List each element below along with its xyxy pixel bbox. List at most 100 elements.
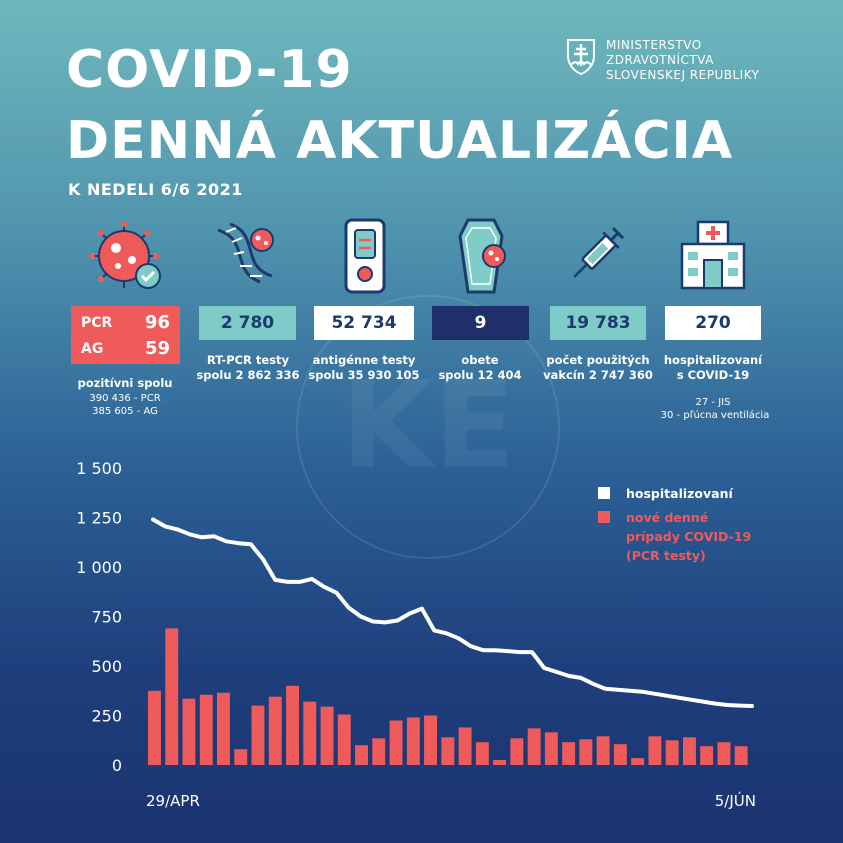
- hospitalized-caption: hospitalizovaní s COVID-19: [650, 353, 776, 383]
- y-tick-label: 1 000: [76, 558, 122, 577]
- y-tick-label: 1 500: [76, 459, 122, 478]
- virus-check-icon: [89, 221, 161, 289]
- bar-new-cases: [406, 717, 420, 765]
- legend-swatch-hospitalized: [598, 487, 610, 499]
- bar-new-cases: [234, 749, 248, 765]
- positive-sub-pcr: 390 436 - PCR: [89, 393, 161, 404]
- bar-new-cases: [475, 742, 489, 765]
- deaths-value: 9: [474, 313, 487, 333]
- y-tick-label: 250: [91, 707, 122, 726]
- bar-new-cases: [613, 744, 627, 765]
- rtpcr-caption-line1: RT-PCR testy: [206, 353, 290, 367]
- ministry-line-2: ZDRAVOTNÍCTVA: [606, 53, 714, 67]
- hospitalized-value: 270: [695, 313, 731, 333]
- bar-new-cases: [493, 760, 506, 765]
- vaccines-caption-line1: počet použitých: [546, 353, 650, 367]
- title-line-2: DENNÁ AKTUALIZÁCIA: [66, 111, 734, 171]
- bar-new-cases: [303, 701, 317, 765]
- bar-new-cases: [734, 746, 748, 765]
- x-start-label: 29/APR: [146, 792, 200, 810]
- report-date: K NEDELI 6/6 2021: [68, 180, 243, 199]
- ag-row: AG 59: [81, 338, 170, 359]
- x-end-label: 5/JÚN: [715, 791, 756, 810]
- bar-new-cases: [268, 696, 282, 765]
- bar-new-cases: [579, 739, 593, 765]
- positive-sub-ag: 385 605 - AG: [92, 406, 158, 417]
- bar-new-cases: [372, 738, 386, 765]
- bar-new-cases: [286, 685, 299, 765]
- bar-new-cases: [441, 737, 455, 765]
- bar-new-cases: [665, 740, 679, 766]
- vaccines-caption-line2: vakcín 2 747 360: [543, 368, 653, 382]
- watermark-logo: KE: [296, 295, 560, 559]
- hospitalized-box: 270: [665, 306, 761, 340]
- bar-new-cases: [458, 727, 472, 765]
- positive-caption: pozitívni spolu: [77, 376, 173, 390]
- pcr-value: 96: [144, 312, 170, 333]
- antigen-caption-line1: antigénne testy: [312, 353, 416, 367]
- antigen-caption-line2: spolu 35 930 105: [308, 368, 420, 382]
- bar-new-cases: [510, 738, 524, 765]
- bar-new-cases: [165, 628, 179, 765]
- positive-cases-box: PCR 96 AG 59: [71, 306, 180, 364]
- slovak-coat-of-arms-icon: [567, 39, 595, 76]
- rtpcr-box: 2 780: [199, 306, 296, 340]
- bar-new-cases: [355, 745, 368, 765]
- coffin-virus-icon: [458, 218, 506, 294]
- ministry-logo: MINISTERSTVO ZDRAVOTNÍCTVA SLOVENSKEJ RE…: [566, 38, 759, 83]
- bar-new-cases: [631, 758, 645, 765]
- syringe-icon: [573, 227, 625, 278]
- bar-new-cases: [648, 736, 662, 765]
- bar-new-cases: [389, 720, 403, 765]
- rtpcr-caption: RT-PCR testy spolu 2 862 336: [188, 353, 308, 383]
- legend-swatch-new-cases: [598, 511, 610, 523]
- bar-new-cases: [700, 746, 714, 765]
- deaths-caption-line1: obete: [461, 353, 499, 367]
- legend-label-new-cases: nové denné: [626, 510, 708, 525]
- bar-new-cases: [683, 737, 696, 765]
- vaccines-value: 19 783: [565, 313, 631, 333]
- antigen-value: 52 734: [331, 313, 397, 333]
- hospitalized-sub-ventilation: 30 - pľúcna ventilácia: [660, 410, 770, 421]
- antigen-caption: antigénne testy spolu 35 930 105: [300, 353, 428, 383]
- rtpcr-value: 2 780: [220, 313, 275, 333]
- ministry-line-3: SLOVENSKEJ REPUBLIKY: [606, 68, 760, 82]
- hospital-icon: [680, 220, 746, 290]
- y-tick-label: 1 250: [76, 509, 122, 528]
- bar-new-cases: [424, 715, 437, 765]
- bar-new-cases: [544, 732, 558, 765]
- bar-new-cases: [527, 728, 541, 765]
- pcr-label: PCR: [81, 314, 113, 331]
- deaths-caption-line2: spolu 12 404: [438, 368, 522, 382]
- watermark-text: KE: [340, 357, 516, 496]
- deaths-caption: obete spolu 12 404: [420, 353, 540, 383]
- bar-new-cases: [199, 694, 213, 765]
- line-hospitalized: [151, 517, 754, 708]
- legend-label-new-cases: prípady COVID-19: [626, 529, 751, 544]
- y-tick-label: 0: [112, 756, 122, 775]
- ag-value: 59: [144, 338, 170, 359]
- bar-new-cases: [182, 698, 196, 765]
- bar-new-cases: [717, 742, 731, 765]
- title-line-1: COVID-19: [66, 40, 353, 100]
- antigen-box: 52 734: [314, 306, 414, 340]
- hospitalized-caption-line2: s COVID-19: [676, 368, 750, 382]
- dna-virus-icon: [217, 222, 274, 284]
- y-tick-label: 500: [91, 657, 122, 676]
- bar-new-cases: [596, 736, 610, 765]
- ministry-line-1: MINISTERSTVO: [606, 38, 702, 52]
- ministry-name: MINISTERSTVO ZDRAVOTNÍCTVA SLOVENSKEJ RE…: [606, 38, 759, 83]
- rtpcr-caption-line2: spolu 2 862 336: [196, 368, 300, 382]
- bar-new-cases: [148, 690, 161, 766]
- vaccines-box: 19 783: [550, 306, 646, 340]
- bar-new-cases: [337, 714, 351, 765]
- bar-new-cases: [251, 705, 265, 765]
- deaths-box: 9: [432, 306, 529, 340]
- hospitalized-caption-line1: hospitalizovaní: [663, 353, 763, 367]
- hospitalized-sub-jis: 27 - JIS: [695, 397, 731, 408]
- vaccines-caption: počet použitých vakcín 2 747 360: [536, 353, 660, 383]
- covid-trend-chart: 0 250 500 750 1 000 1 250 1 500 29/APR 5/JÚN hosp…: [76, 459, 756, 810]
- y-tick-label: 750: [91, 608, 122, 627]
- legend-label-hospitalized: hospitalizovaní: [626, 486, 733, 501]
- bar-new-cases: [320, 706, 334, 765]
